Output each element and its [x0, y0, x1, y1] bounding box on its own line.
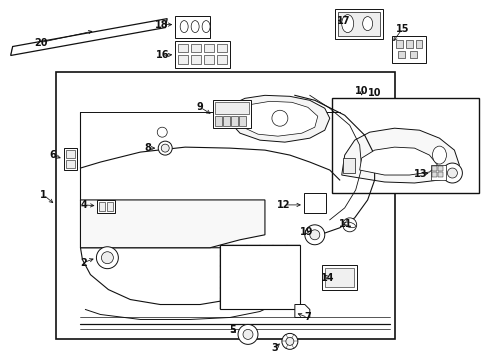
Bar — [337, 12, 379, 36]
Circle shape — [309, 230, 319, 240]
Circle shape — [271, 110, 287, 126]
Bar — [175, 41, 229, 68]
Text: 13: 13 — [413, 169, 427, 179]
Text: 5: 5 — [229, 325, 236, 336]
Text: 10: 10 — [367, 88, 381, 98]
Bar — [438, 166, 443, 171]
Bar — [239, 116, 245, 126]
Circle shape — [157, 127, 167, 137]
Ellipse shape — [180, 21, 188, 32]
Text: 15: 15 — [395, 24, 408, 33]
Bar — [415, 40, 422, 48]
Bar — [178, 44, 188, 53]
Bar — [331, 98, 478, 193]
Bar — [408, 50, 416, 58]
Circle shape — [101, 252, 113, 264]
Bar — [213, 100, 250, 128]
Text: 7: 7 — [304, 312, 310, 323]
Bar — [430, 165, 446, 180]
Polygon shape — [359, 147, 437, 175]
Circle shape — [243, 329, 252, 339]
Bar — [438, 172, 443, 177]
Polygon shape — [227, 95, 329, 142]
Bar — [431, 172, 437, 177]
Circle shape — [96, 247, 118, 269]
Bar — [175, 15, 210, 37]
Bar — [324, 268, 353, 287]
Bar — [63, 148, 77, 170]
Bar — [223, 116, 229, 126]
Polygon shape — [11, 19, 167, 55]
Bar — [215, 116, 222, 126]
Bar — [220, 245, 299, 310]
Bar — [405, 40, 412, 48]
Bar — [191, 55, 201, 64]
Bar — [97, 200, 115, 213]
Ellipse shape — [191, 21, 199, 32]
Bar — [397, 50, 404, 58]
Ellipse shape — [343, 222, 355, 228]
Polygon shape — [238, 101, 317, 136]
Polygon shape — [341, 128, 458, 183]
Bar — [303, 193, 325, 213]
Circle shape — [158, 141, 172, 155]
Bar — [395, 40, 402, 48]
Bar — [217, 55, 226, 64]
Text: 19: 19 — [300, 227, 313, 237]
Bar — [191, 44, 201, 53]
Text: 4: 4 — [81, 200, 88, 210]
Circle shape — [342, 218, 356, 232]
Bar — [65, 150, 75, 158]
Ellipse shape — [202, 21, 210, 32]
Bar — [56, 72, 394, 339]
Polygon shape — [294, 305, 309, 318]
Bar — [230, 116, 238, 126]
Text: 18: 18 — [155, 19, 169, 30]
Bar — [107, 202, 113, 211]
Bar — [215, 102, 248, 114]
Text: 9: 9 — [196, 102, 203, 112]
Bar — [99, 202, 105, 211]
Bar — [203, 44, 214, 53]
Ellipse shape — [341, 15, 353, 32]
Text: 16: 16 — [155, 50, 169, 60]
Circle shape — [161, 144, 169, 152]
Bar — [391, 36, 426, 63]
Ellipse shape — [431, 146, 446, 164]
Text: 20: 20 — [34, 37, 47, 48]
Text: 12: 12 — [277, 200, 290, 210]
Text: 8: 8 — [144, 143, 151, 153]
Circle shape — [304, 225, 324, 245]
Bar — [65, 160, 75, 168]
Bar — [431, 166, 437, 171]
Polygon shape — [81, 200, 264, 248]
Text: 3: 3 — [271, 343, 278, 354]
Circle shape — [238, 324, 258, 345]
Text: 17: 17 — [336, 15, 350, 26]
Circle shape — [447, 168, 456, 178]
Text: 2: 2 — [80, 258, 87, 268]
Bar — [217, 44, 226, 53]
Text: 6: 6 — [49, 150, 56, 160]
Bar — [203, 55, 214, 64]
Text: 11: 11 — [338, 219, 352, 229]
Bar — [334, 9, 382, 39]
Bar — [342, 158, 354, 173]
Circle shape — [285, 337, 293, 345]
Text: 10: 10 — [354, 86, 367, 96]
Ellipse shape — [362, 17, 372, 31]
Circle shape — [281, 333, 297, 349]
Polygon shape — [81, 248, 277, 305]
Text: 14: 14 — [320, 273, 334, 283]
Circle shape — [442, 163, 462, 183]
Bar — [178, 55, 188, 64]
Text: 1: 1 — [40, 190, 47, 200]
Bar — [321, 265, 356, 289]
